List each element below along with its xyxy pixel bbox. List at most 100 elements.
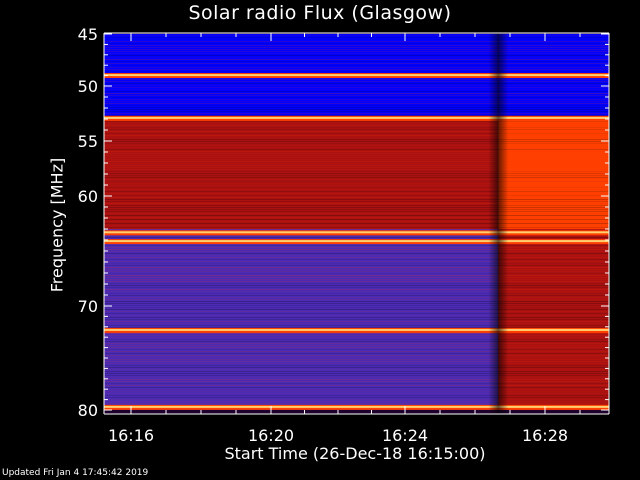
- striation: [104, 411, 609, 412]
- striation: [104, 187, 609, 188]
- striation: [104, 287, 609, 288]
- striation: [104, 339, 609, 340]
- striation: [104, 165, 609, 166]
- striation: [104, 183, 609, 184]
- striation: [104, 127, 609, 128]
- striation: [104, 387, 609, 388]
- striation: [104, 155, 609, 156]
- striation: [104, 65, 609, 66]
- x-tick-label: 16:24: [382, 426, 428, 445]
- striation: [104, 351, 609, 352]
- striation: [104, 113, 609, 114]
- bright-line-core: [104, 231, 609, 234]
- striation: [104, 139, 609, 140]
- striation: [104, 327, 609, 328]
- striation: [104, 95, 609, 96]
- striation: [104, 255, 609, 256]
- striation: [104, 125, 609, 126]
- striation: [104, 355, 609, 356]
- striation: [104, 141, 609, 142]
- striation: [104, 229, 609, 230]
- striation: [104, 225, 609, 226]
- striation: [104, 277, 609, 278]
- striation: [104, 219, 609, 220]
- striation: [104, 343, 609, 344]
- striation: [104, 145, 609, 146]
- striation: [104, 121, 609, 122]
- striation: [104, 223, 609, 224]
- striation: [104, 391, 609, 392]
- striation: [104, 371, 609, 372]
- striation: [104, 203, 609, 204]
- striation: [104, 227, 609, 228]
- band-region: [498, 77, 609, 116]
- striation: [104, 367, 609, 368]
- striation: [104, 189, 609, 190]
- striation: [104, 135, 609, 136]
- striation: [104, 177, 609, 178]
- bright-line-core: [104, 116, 609, 119]
- striation: [104, 369, 609, 370]
- striation: [104, 251, 609, 252]
- striation: [104, 191, 609, 192]
- striation: [104, 221, 609, 222]
- striation: [104, 163, 609, 164]
- striation: [104, 249, 609, 250]
- striation: [104, 71, 609, 72]
- bright-line-core: [104, 328, 609, 331]
- striation: [104, 307, 609, 308]
- striation: [104, 79, 609, 80]
- striation: [104, 53, 609, 54]
- striation: [104, 379, 609, 380]
- striation: [104, 253, 609, 254]
- x-tick-label: 16:16: [108, 426, 154, 445]
- striation: [104, 281, 609, 282]
- striation: [104, 179, 609, 180]
- striation: [104, 345, 609, 346]
- striation: [104, 159, 609, 160]
- striation: [104, 305, 609, 306]
- striation: [104, 361, 609, 362]
- striation: [104, 247, 609, 248]
- striation: [104, 199, 609, 200]
- striation: [104, 63, 609, 64]
- striation: [104, 377, 609, 378]
- striation: [104, 295, 609, 296]
- striation: [104, 267, 609, 268]
- x-axis-label: Start Time (26-Dec-18 16:15:00): [224, 444, 486, 463]
- striation: [104, 47, 609, 48]
- striation: [104, 91, 609, 92]
- striation: [104, 335, 609, 336]
- bright-line-core: [104, 405, 609, 408]
- striation: [104, 353, 609, 354]
- striation: [104, 283, 609, 284]
- striation: [104, 111, 609, 112]
- striation: [104, 385, 609, 386]
- striation: [104, 285, 609, 286]
- striation: [104, 399, 609, 400]
- striation: [104, 43, 609, 44]
- striation: [104, 235, 609, 236]
- striation: [104, 169, 609, 170]
- striation: [104, 333, 609, 334]
- striation: [104, 381, 609, 382]
- striation: [104, 133, 609, 134]
- striation: [104, 57, 609, 58]
- striation: [104, 215, 609, 216]
- y-axis-label: Frequency [MHz]: [47, 157, 67, 293]
- x-tick-label: 16:28: [522, 426, 568, 445]
- striation: [104, 275, 609, 276]
- striation: [104, 291, 609, 292]
- striation: [104, 273, 609, 274]
- striation: [104, 115, 609, 116]
- striation: [104, 217, 609, 218]
- striation: [104, 55, 609, 56]
- striation: [104, 359, 609, 360]
- striation: [104, 323, 609, 324]
- striation: [104, 209, 609, 210]
- striation: [104, 109, 609, 110]
- striation: [104, 123, 609, 124]
- heatmap-bands: [104, 33, 609, 414]
- striation: [104, 289, 609, 290]
- striation: [104, 185, 609, 186]
